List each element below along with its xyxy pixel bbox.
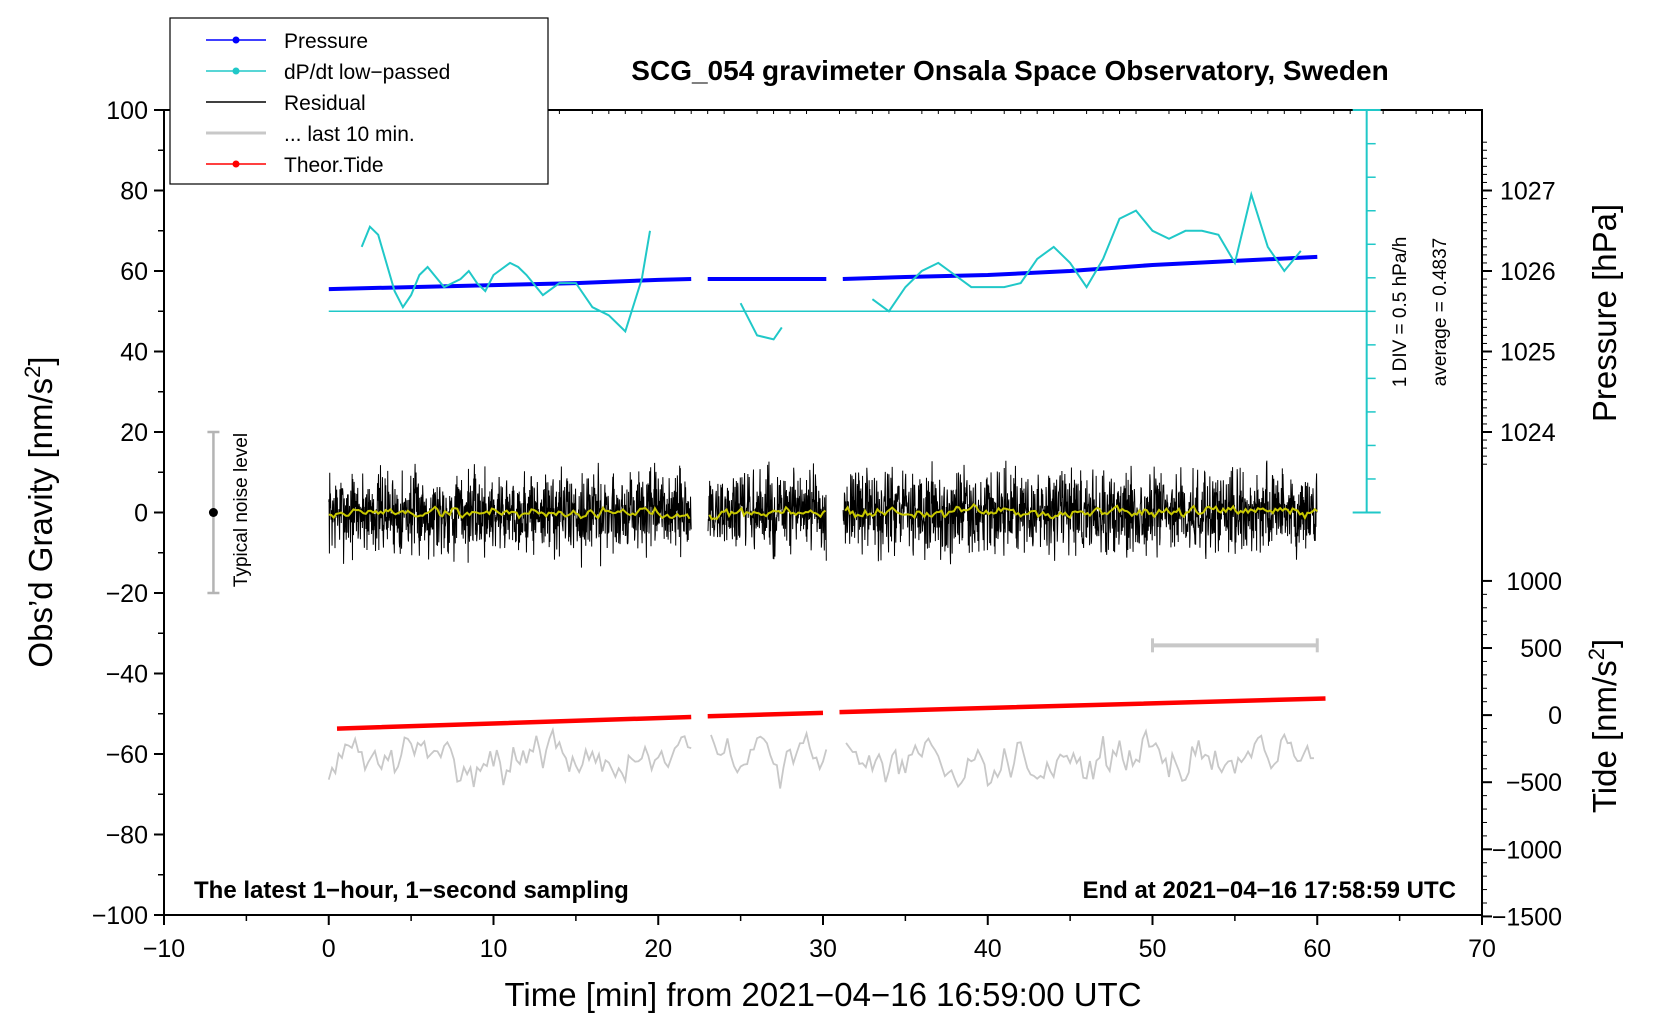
tide-tick-label: −500 (1506, 769, 1562, 797)
residual-smoothed-line (328, 502, 1318, 521)
noise-level-bar (207, 430, 220, 595)
tide-tick-label: 500 (1520, 635, 1562, 663)
tide-tick-label: −1000 (1492, 836, 1562, 864)
note-latest-hour: The latest 1−hour, 1−second sampling (194, 877, 629, 904)
y-tick-label: 60 (120, 258, 148, 286)
x-tick-label: 0 (322, 935, 336, 963)
y-axis-title-left-end: ] (22, 356, 59, 365)
y-tick-label: −20 (106, 580, 148, 608)
y-axis-title-left-text: Obs’d Gravity [nm/s (22, 378, 59, 668)
chart-title: SCG_054 gravimeter Onsala Space Observat… (631, 55, 1388, 86)
pressure-tick-label: 1024 (1500, 419, 1556, 447)
tide-axis-title-sup: 2 (1584, 648, 1609, 660)
pressure-tick-label: 1026 (1500, 258, 1556, 286)
x-axis-ticks: −10 0 10 20 30 40 50 60 70 (143, 110, 1496, 963)
legend-item-label: ... last 10 min. (284, 123, 415, 146)
noise-bar-center-dot (208, 508, 218, 517)
tide-axis-title-text: Tide [nm/s (1586, 660, 1623, 813)
tide-series-line (336, 696, 1326, 731)
y-axis-title-left: Obs’d Gravity [nm/s2] (20, 356, 60, 667)
tide-axis-title-end: ] (1586, 639, 1623, 648)
y-tick-label: −40 (106, 661, 148, 689)
y-axis-ticks: 100 80 60 40 20 0 −20 −40 −60 −80 −100 (92, 97, 164, 930)
legend-swatch-marker (232, 36, 240, 44)
tide-tick-label: 1000 (1506, 568, 1562, 596)
scale-div-label: 1 DIV = 0.5 hPa/h (1390, 237, 1411, 388)
tide-tick-label: −1500 (1492, 903, 1562, 931)
tide-axis-ticks: 1000 500 0 −500 −1000 −1500 (1482, 568, 1562, 931)
legend: Pressure dP/dt low−passed Residual ... last… (206, 30, 450, 177)
y-tick-label: 0 (134, 500, 148, 528)
last-10-min-series-line (327, 726, 1314, 789)
y-tick-label: −100 (92, 902, 148, 930)
residual-series-line (328, 460, 1318, 568)
pressure-tick-label: 1025 (1500, 339, 1556, 367)
legend-item-label: Pressure (284, 30, 368, 53)
pressure-tick-label: 1027 (1500, 178, 1556, 206)
note-end-time: End at 2021−04−16 17:58:59 UTC (1082, 877, 1456, 904)
legend-item-label: dP/dt low−passed (284, 61, 450, 84)
y-axis-title-left-sup: 2 (20, 366, 45, 378)
y-tick-label: 80 (120, 178, 148, 206)
dpdt-scale-bar (1352, 109, 1381, 514)
x-tick-label: 50 (1139, 935, 1167, 963)
tide-tick-label: 0 (1548, 702, 1562, 730)
legend-item-label: Residual (284, 92, 366, 115)
x-tick-label: 10 (480, 935, 508, 963)
x-tick-label: 40 (974, 935, 1002, 963)
scale-average-label: average = 0.4837 (1430, 238, 1451, 386)
x-tick-label: 20 (644, 935, 672, 963)
legend-box (169, 17, 549, 185)
legend-swatch-marker (232, 67, 240, 75)
x-tick-label: 60 (1303, 935, 1331, 963)
tide-axis-title: Tide [nm/s2] (1584, 639, 1624, 813)
y-tick-label: 40 (120, 339, 148, 367)
legend-swatch-marker (232, 160, 240, 168)
dpdt-series-line (360, 190, 1302, 341)
pressure-axis-ticks: 1027 1026 1025 1024 (1482, 141, 1556, 465)
legend-item-label: Theor.Tide (284, 154, 384, 177)
x-tick-label: 70 (1468, 935, 1496, 963)
y-tick-label: 100 (106, 97, 148, 125)
y-tick-label: −60 (106, 741, 148, 769)
y-tick-label: 20 (120, 419, 148, 447)
series-layer (327, 190, 1367, 789)
y-tick-label: −80 (106, 822, 148, 850)
x-axis-title: Time [min] from 2021−04−16 16:59:00 UTC (504, 976, 1141, 1013)
x-tick-label: 30 (809, 935, 837, 963)
x-tick-label: −10 (143, 935, 185, 963)
noise-level-label: Typical noise level (231, 433, 252, 587)
pressure-axis-title: Pressure [hPa] (1586, 204, 1623, 422)
